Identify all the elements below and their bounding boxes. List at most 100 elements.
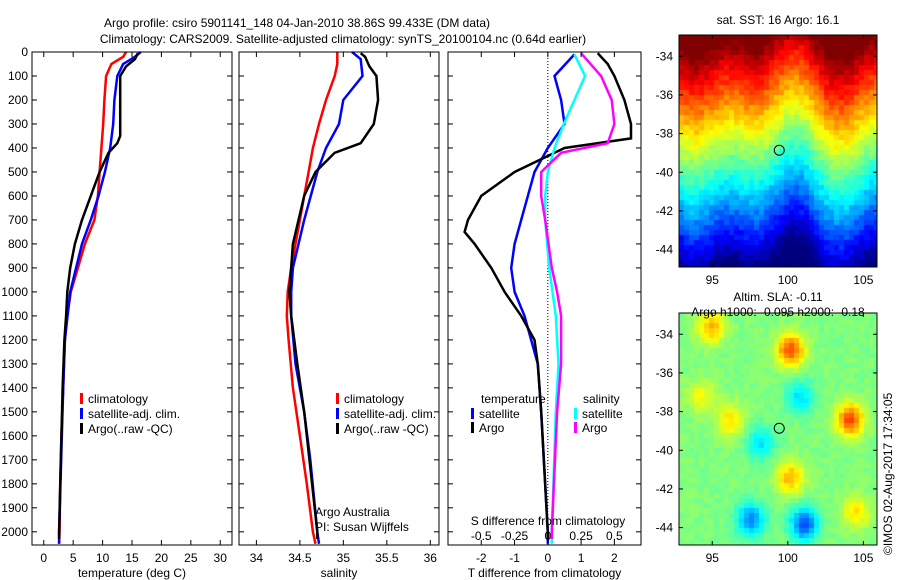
legend-label: Argo(..raw -QC) <box>344 422 429 436</box>
y-tick-label: 500 <box>8 165 28 179</box>
s-tick-label: 0 <box>544 529 551 543</box>
y-tick-label: 1800 <box>1 477 28 491</box>
annotation-line2: PI: Susan Wijffels <box>315 520 409 534</box>
map-title: sat. SST: 16 Argo: 16.1 <box>717 13 840 27</box>
x-tick-label: 34 <box>250 551 264 565</box>
x-tick-label: 35 <box>337 551 351 565</box>
series-t-satellite <box>509 53 576 544</box>
lon-tick-label: 105 <box>853 551 873 565</box>
legend-label: Argo <box>582 421 608 435</box>
sla-map-image <box>679 313 877 545</box>
legend-swatch <box>471 422 474 433</box>
lon-tick-label: 95 <box>706 551 720 565</box>
legend-swatch <box>574 422 577 433</box>
series-climatology <box>285 52 339 545</box>
map-panels: 95 100 105 -34 -36 -38 -40 -42 -44 sat. SST: 16 A… <box>656 13 878 565</box>
x-tick-label: 0 <box>40 551 47 565</box>
series-satellite-adj-clim- <box>289 51 364 544</box>
lat-tick-label: -44 <box>656 521 674 535</box>
legend-label: Argo(..raw -QC) <box>88 422 173 436</box>
lat-tick-label: -34 <box>656 49 674 63</box>
sst-map-axes: 95 100 105 -34 -36 -38 -40 -42 -44 sat. SST: 16 A… <box>656 13 878 287</box>
y-tick-label: 0 <box>21 45 28 59</box>
y-tick-label: 900 <box>8 261 28 275</box>
y-tick-label: 2000 <box>1 525 28 539</box>
x-tick-label: 34.5 <box>288 551 312 565</box>
panel-temperature: 0 5 10 15 20 25 30 temperature (deg C) 0 100 200 30… <box>1 45 233 580</box>
y-tick-label: 100 <box>8 69 28 83</box>
y-tick-label: 400 <box>8 141 28 155</box>
lat-tick-label: -40 <box>656 165 674 179</box>
y-tick-label: 700 <box>8 213 28 227</box>
x-axis-label: salinity <box>321 566 358 580</box>
legend-swatch <box>336 423 339 434</box>
lat-tick-label: -34 <box>656 327 674 341</box>
x-tick-label: -1 <box>509 551 520 565</box>
y-tick-label: 200 <box>8 93 28 107</box>
lat-tick-label: -38 <box>656 127 674 141</box>
x-tick-label: 35.5 <box>375 551 399 565</box>
series-t-argo <box>463 52 633 539</box>
legend-swatch <box>80 393 83 404</box>
x-axis-label: T difference from climatology <box>468 566 622 580</box>
axes-box <box>238 51 440 546</box>
legend-swatch <box>574 408 577 419</box>
x-tick-label: 15 <box>125 551 139 565</box>
map-frame <box>678 312 878 546</box>
legend-title-salinity: salinity <box>583 392 620 406</box>
lat-tick-label: -38 <box>656 405 674 419</box>
lat-tick-label: -42 <box>656 482 674 496</box>
y-tick-label: 1500 <box>1 405 28 419</box>
y-tick-label: 300 <box>8 117 28 131</box>
legend-title-temperature: temperature <box>481 392 546 406</box>
legend-swatch <box>336 393 339 404</box>
argo-location-marker <box>773 422 785 434</box>
lon-tick-label: 105 <box>853 273 873 287</box>
x-tick-label: 30 <box>214 551 228 565</box>
watermark: ©IMOS 02-Aug-2017 17:34:05 <box>881 392 895 555</box>
series-satellite-adj-clim- <box>57 51 142 544</box>
legend-swatch <box>80 423 83 434</box>
legend-label: satellite-adj. clim. <box>88 407 180 421</box>
legend-label: Argo <box>479 421 505 435</box>
legend-swatch <box>471 408 474 419</box>
series-s-argo <box>539 52 616 539</box>
sst-map-image <box>679 35 877 267</box>
legend-label: climatology <box>344 392 404 406</box>
x-tick-label: 25 <box>184 551 198 565</box>
s-tick-label: -0.5 <box>471 529 492 543</box>
x-tick-label: 5 <box>70 551 77 565</box>
y-tick-label: 1700 <box>1 453 28 467</box>
legend-label: satellite <box>479 407 520 421</box>
lat-tick-label: -36 <box>656 366 674 380</box>
y-tick-label: 1600 <box>1 429 28 443</box>
map-title: Altim. SLA: -0.11 <box>733 290 822 304</box>
map-frame <box>678 34 878 268</box>
lat-tick-label: -42 <box>656 204 674 218</box>
legend-label: satellite-adj. clim. <box>344 407 436 421</box>
x-tick-label: 0 <box>544 551 551 565</box>
annotation-line1: Argo Australia <box>315 505 390 519</box>
figure-title-line2: Climatology: CARS2009. Satellite-adjuste… <box>100 32 586 46</box>
s-tick-label: 0.25 <box>569 529 593 543</box>
series-s-satellite <box>543 53 587 544</box>
axes-box <box>447 51 642 546</box>
figure-title-line1: Argo profile: csiro 5901141_148 04-Jan-2… <box>104 16 490 30</box>
y-tick-label: 1400 <box>1 381 28 395</box>
x-tick-label: -2 <box>476 551 487 565</box>
series-argo-raw-qc- <box>57 52 140 539</box>
s-tick-label: -0.25 <box>501 529 529 543</box>
legend-swatch <box>336 408 339 419</box>
lon-tick-label: 100 <box>778 273 798 287</box>
s-axis-label: S difference from climatology <box>471 514 626 528</box>
x-axis-label: temperature (deg C) <box>78 566 186 580</box>
y-tick-label: 600 <box>8 189 28 203</box>
series-argo-raw-qc- <box>288 52 380 539</box>
y-tick-label: 1900 <box>1 501 28 515</box>
legend-swatch <box>80 408 83 419</box>
panel-salinity: 34 34.5 35 35.5 36 salinity climatologysatelli… <box>238 51 440 580</box>
x-tick-label: 1 <box>578 551 585 565</box>
lat-tick-label: -44 <box>656 243 674 257</box>
legend-label: climatology <box>88 392 148 406</box>
